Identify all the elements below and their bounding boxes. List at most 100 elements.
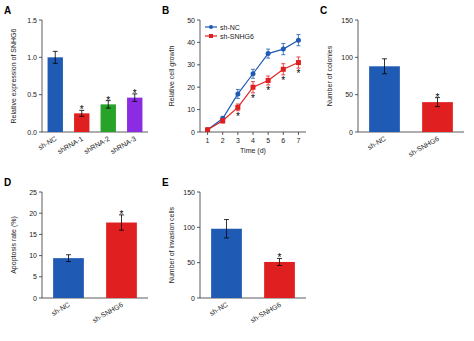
error-bar bbox=[296, 57, 300, 68]
error-bar-stem bbox=[55, 51, 56, 63]
error-bar bbox=[281, 64, 285, 75]
error-bar-cap bbox=[224, 237, 229, 238]
marker bbox=[251, 85, 256, 90]
y-tick bbox=[197, 298, 200, 299]
x-tick bbox=[283, 132, 284, 135]
annotation: * bbox=[281, 75, 285, 86]
annotations: * bbox=[120, 209, 124, 220]
y-tick bbox=[197, 42, 200, 43]
annotation: * bbox=[120, 209, 124, 220]
x-tick bbox=[253, 132, 254, 135]
error-bar-cap bbox=[53, 51, 58, 52]
error-bar-cap bbox=[296, 34, 300, 35]
annotation: * bbox=[133, 88, 137, 99]
error-bar-cap bbox=[296, 45, 300, 46]
annotation: * bbox=[106, 95, 110, 106]
bar bbox=[53, 258, 84, 298]
y-tick bbox=[197, 64, 200, 65]
error-bar bbox=[281, 44, 285, 55]
annotations: * * * bbox=[80, 88, 137, 115]
y-axis-line bbox=[358, 20, 359, 132]
error-bar-cap bbox=[266, 58, 270, 59]
marker bbox=[266, 51, 271, 56]
legend-marker bbox=[209, 34, 213, 38]
panel: B01020304050Relative cell growth*****123… bbox=[162, 5, 306, 155]
x-tick-label: shRNA-3 bbox=[109, 135, 137, 155]
legend-marker bbox=[209, 25, 213, 29]
panel: D0510152025Apoptosis rate (%)*sh-NCsh-SN… bbox=[4, 177, 148, 324]
marker bbox=[281, 47, 286, 52]
error-bar bbox=[266, 49, 270, 58]
y-axis-label: Number of invasion cells bbox=[168, 206, 175, 283]
x-axis-label: Time (d) bbox=[240, 147, 266, 155]
error-bar bbox=[266, 76, 270, 85]
x-tick-label: shRNA-1 bbox=[56, 135, 84, 155]
error-bar-cap bbox=[281, 54, 285, 55]
error-bar-cap bbox=[236, 98, 240, 99]
annotation: * bbox=[80, 104, 84, 115]
x-tick-label: 4 bbox=[251, 137, 255, 144]
error-bar-stem bbox=[226, 220, 227, 238]
error-bar bbox=[224, 220, 229, 238]
x-tick-label: shRNA-2 bbox=[83, 135, 111, 155]
series-line bbox=[208, 40, 299, 130]
y-tick-label: 30 bbox=[187, 61, 195, 68]
error-bar-cap bbox=[277, 265, 282, 266]
error-bar-cap bbox=[132, 101, 137, 102]
y-tick-label: 0 bbox=[191, 129, 195, 136]
marker bbox=[266, 78, 271, 83]
y-tick bbox=[197, 87, 200, 88]
y-tick-label: 0 bbox=[349, 129, 353, 136]
y-tick-label: 50 bbox=[187, 259, 195, 266]
error-bar-cap bbox=[251, 81, 255, 82]
annotation: * bbox=[278, 252, 282, 263]
error-bar-cap bbox=[106, 108, 111, 109]
error-bar-cap bbox=[296, 56, 300, 57]
annotation: * bbox=[251, 93, 255, 104]
annotation: * bbox=[436, 92, 440, 103]
annotations: * bbox=[436, 92, 440, 103]
y-tick-label: 20 bbox=[29, 210, 37, 217]
y-tick bbox=[197, 132, 200, 133]
y-tick-label: 1.5 bbox=[27, 17, 37, 24]
y-tick-label: 10 bbox=[29, 252, 37, 259]
x-tick-label: sh-SNHG6 bbox=[407, 135, 440, 158]
legend: sh-NCsh-SNHG6 bbox=[205, 24, 254, 40]
marker bbox=[296, 60, 301, 65]
panel: A0.00.51.01.5Relative expression of SNHG… bbox=[4, 5, 148, 155]
error-bar-cap bbox=[66, 261, 71, 262]
y-tick-label: 100 bbox=[183, 224, 195, 231]
y-axis-line bbox=[200, 192, 201, 298]
plot-area bbox=[48, 51, 143, 132]
error-bar bbox=[382, 59, 387, 74]
y-tick bbox=[39, 94, 42, 95]
x-tick-label: 2 bbox=[221, 137, 225, 144]
x-tick-label: 5 bbox=[266, 137, 270, 144]
annotations: * bbox=[278, 252, 282, 263]
error-bar bbox=[236, 89, 240, 98]
error-bar-cap bbox=[119, 230, 124, 231]
y-tick bbox=[197, 192, 200, 193]
y-tick-label: 150 bbox=[341, 17, 353, 24]
error-bar-cap bbox=[382, 58, 387, 59]
error-bar bbox=[296, 35, 300, 46]
plot-area bbox=[53, 215, 137, 298]
error-bar-cap bbox=[79, 116, 84, 117]
error-bar-cap bbox=[266, 76, 270, 77]
marker bbox=[235, 91, 240, 96]
error-bar-stem bbox=[68, 255, 69, 262]
error-bar-cap bbox=[53, 63, 58, 64]
bar bbox=[264, 262, 295, 298]
x-tick-label: sh-SNHG6 bbox=[91, 301, 124, 324]
y-tick bbox=[39, 276, 42, 277]
x-tick-label: 3 bbox=[236, 137, 240, 144]
error-bar-cap bbox=[281, 43, 285, 44]
series-line bbox=[208, 63, 299, 130]
y-tick-label: 5 bbox=[33, 273, 37, 280]
error-bar-cap bbox=[251, 69, 255, 70]
x-tick bbox=[298, 132, 299, 135]
panel-title: A bbox=[4, 5, 11, 16]
y-tick-label: 0.0 bbox=[27, 129, 37, 136]
y-tick-label: 10 bbox=[187, 106, 195, 113]
y-axis-line bbox=[200, 20, 201, 132]
